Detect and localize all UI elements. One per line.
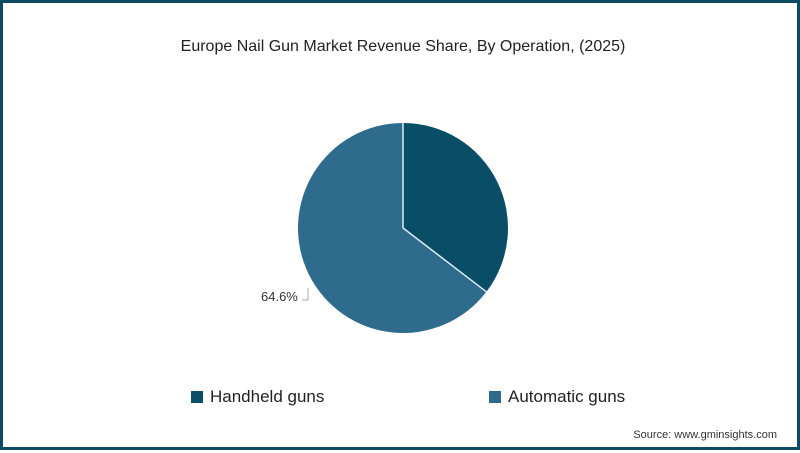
chart-title: Europe Nail Gun Market Revenue Share, By…	[180, 38, 626, 55]
legend-item-automatic: Automatic guns	[489, 387, 625, 407]
legend-item-handheld: Handheld guns	[191, 387, 324, 407]
legend-swatch-automatic	[489, 391, 501, 403]
label-leader-line	[302, 288, 309, 301]
data-label-automatic: 64.6%	[261, 289, 298, 304]
legend-label-automatic: Automatic guns	[508, 387, 626, 406]
pie-chart	[298, 122, 509, 333]
slice-handheld-guns[interactable]	[403, 122, 509, 292]
source-text: Source: www.gminsights.com	[633, 429, 777, 441]
legend-label-handheld: Handheld guns	[210, 387, 325, 406]
slice-automatic-guns[interactable]	[298, 123, 487, 333]
legend-swatch-handheld	[191, 391, 203, 403]
